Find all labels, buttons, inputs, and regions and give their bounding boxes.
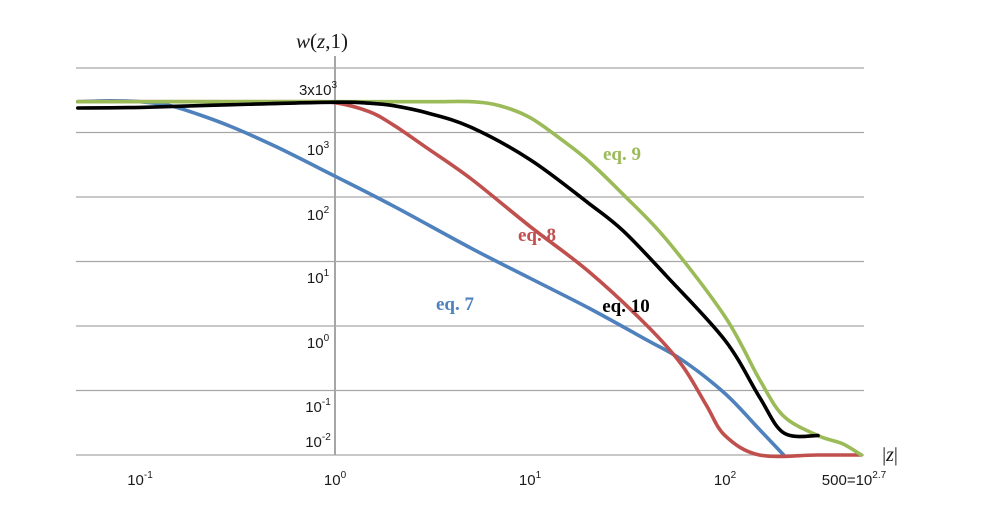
y-tick-label-5: 10-1 [305, 397, 331, 416]
y-tick-labels: 3x103 103 102 101 100 10-1 10-2 [299, 80, 338, 451]
x-tick-label-0: 10-1 [127, 470, 153, 489]
series-line-eq-10 [76, 100, 820, 439]
y-tick-label-0: 3x103 [299, 80, 338, 99]
x-tick-label-2: 101 [519, 470, 542, 489]
series-label-eq-8: eq. 8 [518, 225, 556, 246]
series-line-eq-7 [76, 99, 786, 457]
y-tick-label-4: 100 [307, 333, 330, 352]
x-axis-label: |z| [882, 444, 898, 466]
chart-title: w(z,1) [296, 29, 348, 53]
y-tick-label-6: 10-2 [305, 432, 331, 451]
series-line-eq-8 [76, 99, 864, 459]
series-layer [76, 99, 864, 459]
series-label-eq-7: eq. 7 [436, 294, 475, 315]
y-tick-label-2: 102 [307, 205, 330, 224]
x-tick-label-1: 100 [324, 470, 347, 489]
y-tick-label-3: 101 [307, 268, 330, 287]
series-label-eq-10: eq. 10 [602, 296, 650, 317]
x-tick-label-4: 500=102.7 [822, 470, 887, 489]
x-tick-label-3: 102 [714, 470, 737, 489]
grid-layer [76, 67, 864, 456]
x-tick-labels: 10-1 100 101 102 500=102.7 [127, 470, 886, 489]
y-tick-label-1: 103 [307, 140, 330, 159]
series-label-eq-9: eq. 9 [603, 144, 641, 165]
series-labels: eq. 9 eq. 8 eq. 10 eq. 7 [436, 144, 650, 317]
series-line-eq-9 [76, 99, 864, 457]
